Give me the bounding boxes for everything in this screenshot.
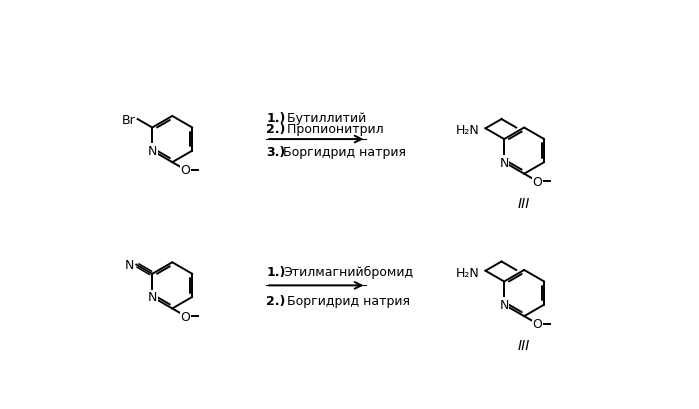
Text: H₂N: H₂N [456, 266, 480, 279]
Text: Этилмагнийбромид: Этилмагнийбромид [283, 265, 413, 279]
Text: Боргидрид натрия: Боргидрид натрия [283, 146, 406, 159]
Text: H₂N: H₂N [456, 124, 480, 137]
Text: 1.): 1.) [266, 112, 286, 125]
Text: III: III [518, 196, 531, 211]
Text: O: O [180, 310, 191, 323]
Text: Бутиллитий: Бутиллитий [283, 112, 366, 125]
Text: 2.): 2.) [266, 294, 286, 308]
Text: Боргидрид натрия: Боргидрид натрия [283, 294, 410, 308]
Text: N: N [124, 258, 134, 272]
Text: N: N [500, 156, 509, 169]
Text: Пропионитрил: Пропионитрил [283, 122, 384, 135]
Text: 1.): 1.) [266, 265, 286, 278]
Text: III: III [518, 339, 531, 353]
Text: N: N [147, 145, 157, 158]
Text: N: N [500, 299, 509, 311]
Text: O: O [180, 164, 191, 177]
Text: N: N [147, 291, 157, 303]
Text: O: O [533, 175, 542, 189]
Text: Br: Br [122, 113, 136, 126]
Text: O: O [533, 317, 542, 330]
Text: 2.): 2.) [266, 122, 286, 135]
Text: 3.): 3.) [266, 146, 285, 159]
